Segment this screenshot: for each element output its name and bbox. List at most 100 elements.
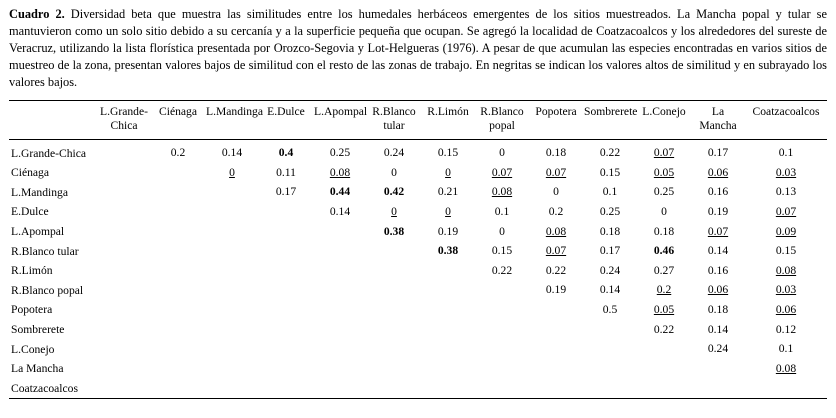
similarity-value (97, 378, 151, 398)
similarity-value (475, 320, 529, 340)
row-header: Sombrerete (11, 322, 65, 336)
similarity-value: 0.11 (276, 165, 296, 179)
similarity-value (205, 280, 259, 300)
similarity-value (421, 339, 475, 359)
similarity-value (583, 320, 637, 340)
similarity-value: 0.15 (775, 244, 797, 258)
column-header: La Mancha (691, 100, 745, 141)
similarity-value (151, 241, 205, 261)
column-header: R.Limón (421, 100, 475, 141)
similarity-value: 0.1 (778, 146, 794, 160)
similarity-value (97, 163, 151, 183)
similarity-value (205, 339, 259, 359)
similarity-value (151, 202, 205, 222)
similarity-value (97, 359, 151, 379)
similarity-value: 0.24 (599, 263, 621, 277)
similarity-value: 0.13 (775, 185, 797, 199)
similarity-value: 0 (553, 185, 559, 199)
similarity-value (97, 182, 151, 202)
similarity-value (475, 300, 529, 320)
similarity-value: 0.2 (548, 205, 564, 219)
similarity-value: 0.24 (383, 146, 405, 160)
similarity-value (259, 300, 313, 320)
column-header: L.Apompal (313, 100, 367, 141)
table-caption: Cuadro 2. Diversidad beta que muestra la… (9, 6, 827, 91)
row-header: Popotera (11, 303, 53, 317)
similarity-value: 0.08 (775, 361, 797, 375)
similarity-value (151, 339, 205, 359)
similarity-value (421, 280, 475, 300)
similarity-value: 0.17 (707, 146, 729, 160)
similarity-value (367, 359, 421, 379)
table-row: R.Blanco popal 0.19 0.14 0.2 0.06 0.03 (9, 280, 827, 300)
similarity-value (691, 378, 745, 398)
similarity-value (97, 300, 151, 320)
similarity-value: 0.25 (329, 146, 351, 160)
similarity-value (529, 359, 583, 379)
similarity-value (151, 222, 205, 242)
similarity-value (421, 300, 475, 320)
similarity-value (151, 359, 205, 379)
similarity-value: 0.27 (653, 263, 675, 277)
similarity-value: 0.19 (545, 283, 567, 297)
similarity-value: 0.08 (329, 165, 351, 179)
similarity-value: 0.08 (545, 224, 567, 238)
similarity-value: 0.06 (775, 303, 797, 317)
similarity-value: 0.15 (599, 165, 621, 179)
similarity-value: 0 (445, 165, 451, 179)
similarity-value: 0.05 (653, 303, 675, 317)
similarity-value (475, 280, 529, 300)
similarity-value: 0.09 (775, 224, 797, 238)
similarity-value (259, 222, 313, 242)
similarity-value: 0.1 (494, 205, 510, 219)
row-header: L.Mandinga (11, 185, 68, 199)
similarity-value (313, 222, 367, 242)
row-header: R.Blanco tular (11, 244, 79, 258)
table-row: L.Mandinga 0.17 0.44 0.42 0.21 0.08 0 0.1 0.25 0.… (9, 182, 827, 202)
similarity-value: 0.22 (599, 146, 621, 160)
similarity-value: 0.25 (599, 205, 621, 219)
similarity-value: 0.14 (599, 283, 621, 297)
similarity-value: 0.15 (437, 146, 459, 160)
similarity-value (205, 261, 259, 281)
table-row: L.Conejo 0.24 0.1 (9, 339, 827, 359)
similarity-value (529, 339, 583, 359)
similarity-value (259, 241, 313, 261)
similarity-value: 0.18 (545, 146, 567, 160)
similarity-value (259, 320, 313, 340)
similarity-value (151, 163, 205, 183)
similarity-value (205, 241, 259, 261)
similarity-value (259, 261, 313, 281)
similarity-value (745, 378, 827, 398)
similarity-value (259, 202, 313, 222)
similarity-value (313, 300, 367, 320)
similarity-value (421, 378, 475, 398)
row-header: R.Limón (11, 264, 53, 278)
similarity-value (475, 359, 529, 379)
similarity-value (583, 378, 637, 398)
table-row: R.Limón 0.22 0.22 0.24 0.27 0.16 0.08 (9, 261, 827, 281)
similarity-value: 0.14 (707, 322, 729, 336)
similarity-value: 0.12 (775, 322, 797, 336)
similarity-value: 0.07 (707, 224, 729, 238)
similarity-value (475, 378, 529, 398)
similarity-value (421, 320, 475, 340)
table-row: Ciénaga 0 0.11 0.08 0 0 0.07 0.07 0.15 0.05 0.06 0.… (9, 163, 827, 183)
similarity-value (313, 241, 367, 261)
similarity-value (205, 378, 259, 398)
similarity-value (151, 280, 205, 300)
table-row: E.Dulce 0.14 0 0 0.1 0.2 0.25 0 0.19 0.07 (9, 202, 827, 222)
similarity-value: 0 (499, 224, 505, 238)
similarity-value (205, 222, 259, 242)
similarity-value: 0.2 (656, 283, 672, 297)
similarity-value (259, 339, 313, 359)
row-header: La Mancha (11, 362, 64, 376)
similarity-value (637, 339, 691, 359)
similarity-value (367, 320, 421, 340)
similarity-value (367, 280, 421, 300)
column-header: Ciénaga (151, 100, 205, 141)
similarity-value (529, 378, 583, 398)
similarity-value: 0.5 (602, 303, 618, 317)
similarity-value (205, 359, 259, 379)
column-header: Sombrerete (583, 100, 637, 141)
